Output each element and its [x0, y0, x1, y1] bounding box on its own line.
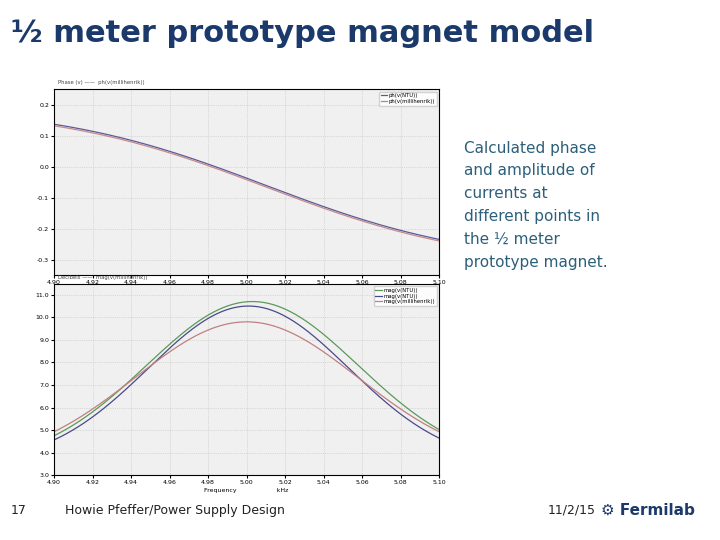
X-axis label: Frequency                    kHz: Frequency kHz: [204, 488, 289, 493]
Legend: ph(v(NTU)), ph(v(millihenrik)): ph(v(NTU)), ph(v(millihenrik)): [379, 92, 436, 106]
Text: ½ meter prototype magnet model: ½ meter prototype magnet model: [11, 19, 594, 48]
X-axis label: Frequency                    Hz: Frequency Hz: [207, 288, 287, 293]
Text: Calculated phase
and amplitude of
currents at
different points in
the ½ meter
pr: Calculated phase and amplitude of curren…: [464, 141, 608, 269]
Text: 17: 17: [11, 504, 27, 517]
Text: Decibels ——  mag(v(millihenrik)): Decibels —— mag(v(millihenrik)): [58, 275, 148, 280]
Text: ⚙ Fermilab: ⚙ Fermilab: [601, 503, 695, 518]
Text: Phase (v) ——  ph(v(millihenrik)): Phase (v) —— ph(v(millihenrik)): [58, 80, 145, 85]
Legend: mag(v(NTU)), mag(v(NTU)), mag(v(millihenrik)): mag(v(NTU)), mag(v(NTU)), mag(v(millihen…: [374, 286, 436, 306]
Text: Howie Pfeffer/Power Supply Design: Howie Pfeffer/Power Supply Design: [65, 504, 284, 517]
Text: 11/2/15: 11/2/15: [547, 504, 595, 517]
